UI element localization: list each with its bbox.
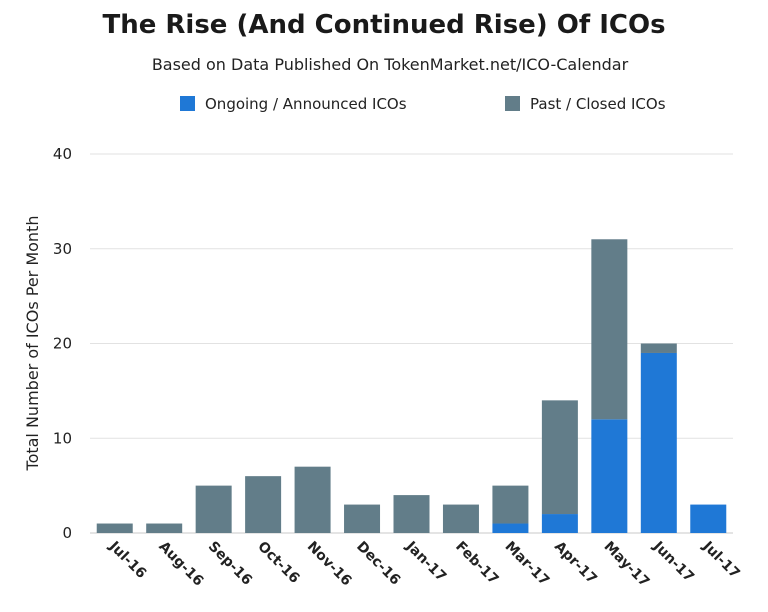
legend-swatch-past [505,96,520,111]
bars [96,239,727,533]
bar-past [344,504,381,533]
x-tick-label: Jan-17 [402,538,449,585]
legend-label-past: Past / Closed ICOs [530,95,666,113]
x-tick-label: May-17 [601,539,653,591]
bar-past [146,523,183,533]
bar-past [492,485,529,524]
x-tick-label: Nov-16 [304,539,355,590]
bar-past [245,476,282,533]
bar-past [195,485,232,533]
bar-past [393,495,430,533]
bar-past [541,400,578,515]
bar-past [96,523,133,533]
x-tick-label: Mar-17 [502,539,553,590]
x-tick-label: Jul-17 [699,538,743,582]
x-tick-label: Apr-17 [551,539,600,588]
y-tick-label: 10 [53,429,72,447]
x-tick-label: Jul-16 [105,538,149,582]
chart-title: The Rise (And Continued Rise) Of ICOs [102,10,665,40]
bar-ongoing [492,523,529,533]
y-tick-label: 0 [62,524,72,542]
bar-past [591,239,628,420]
bar-ongoing [541,514,578,533]
x-tick-label: Aug-16 [155,539,206,590]
chart-subtitle: Based on Data Published On TokenMarket.n… [152,55,629,74]
bar-ongoing [640,352,677,533]
x-tick-label: Jun-17 [649,538,697,586]
bar-ongoing [690,504,727,533]
legend: Ongoing / Announced ICOs Past / Closed I… [180,95,666,113]
y-tick-label: 30 [53,240,72,258]
y-axis-label: Total Number of ICOs Per Month [23,216,42,472]
x-tick-label: Sep-16 [205,539,255,589]
legend-swatch-ongoing [180,96,195,111]
x-tick-label: Feb-17 [452,539,501,588]
bar-past [294,466,331,533]
y-tick-label: 20 [53,335,72,353]
bar-ongoing [591,419,628,533]
x-tick-label: Dec-16 [353,539,403,589]
bar-past [442,504,479,533]
gridlines [90,153,733,534]
y-axis-ticks: 0 10 20 30 40 [53,145,72,542]
bar-past [640,343,677,353]
x-tick-label: Oct-16 [254,539,302,587]
legend-label-ongoing: Ongoing / Announced ICOs [205,95,407,113]
y-tick-label: 40 [53,145,72,163]
